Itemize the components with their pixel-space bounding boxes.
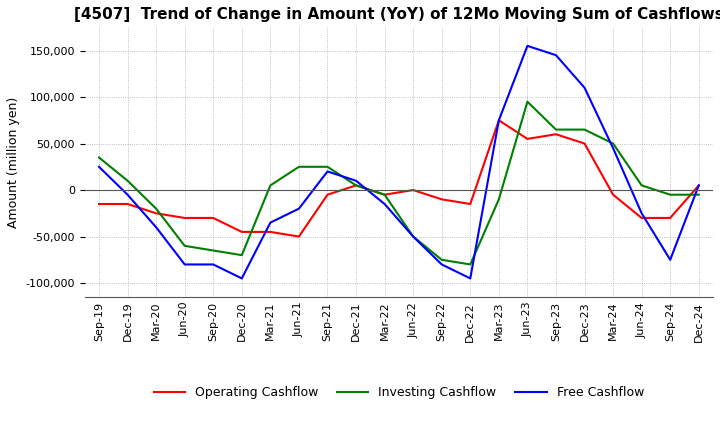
Operating Cashflow [294,234,303,239]
Free Cashflow [666,257,675,262]
Operating Cashflow [95,202,104,207]
Operating Cashflow [238,229,246,235]
Title: [4507]  Trend of Change in Amount (YoY) of 12Mo Moving Sum of Cashflows: [4507] Trend of Change in Amount (YoY) o… [74,7,720,22]
Investing Cashflow [609,141,618,146]
Investing Cashflow [666,192,675,197]
Investing Cashflow [637,183,646,188]
Operating Cashflow [666,215,675,220]
Operating Cashflow [637,215,646,220]
Operating Cashflow [495,117,503,123]
Operating Cashflow [266,229,275,235]
Free Cashflow [552,52,560,58]
Investing Cashflow [266,183,275,188]
Investing Cashflow [323,164,332,169]
Free Cashflow [294,206,303,211]
Investing Cashflow [495,197,503,202]
Operating Cashflow [123,202,132,207]
Free Cashflow [266,220,275,225]
Operating Cashflow [466,202,474,207]
Investing Cashflow [181,243,189,249]
Free Cashflow [123,192,132,197]
Investing Cashflow [123,178,132,183]
Free Cashflow [409,234,418,239]
Free Cashflow [181,262,189,267]
Investing Cashflow [552,127,560,132]
Free Cashflow [238,276,246,281]
Free Cashflow [466,276,474,281]
Operating Cashflow [209,215,217,220]
Free Cashflow [695,183,703,188]
Free Cashflow [352,178,361,183]
Free Cashflow [495,117,503,123]
Investing Cashflow [695,192,703,197]
Free Cashflow [523,43,532,48]
Investing Cashflow [294,164,303,169]
Operating Cashflow [152,211,161,216]
Investing Cashflow [466,262,474,267]
Free Cashflow [209,262,217,267]
Investing Cashflow [95,155,104,160]
Free Cashflow [380,202,389,207]
Operating Cashflow [352,183,361,188]
Operating Cashflow [552,132,560,137]
Free Cashflow [323,169,332,174]
Free Cashflow [152,224,161,230]
Free Cashflow [580,85,589,90]
Operating Cashflow [695,183,703,188]
Investing Cashflow [438,257,446,262]
Line: Investing Cashflow: Investing Cashflow [99,102,699,264]
Legend: Operating Cashflow, Investing Cashflow, Free Cashflow: Operating Cashflow, Investing Cashflow, … [149,381,649,404]
Free Cashflow [637,211,646,216]
Investing Cashflow [409,234,418,239]
Operating Cashflow [409,187,418,193]
Free Cashflow [609,146,618,151]
Operating Cashflow [609,192,618,197]
Operating Cashflow [580,141,589,146]
Operating Cashflow [181,215,189,220]
Line: Operating Cashflow: Operating Cashflow [99,120,699,237]
Operating Cashflow [380,192,389,197]
Investing Cashflow [523,99,532,104]
Y-axis label: Amount (million yen): Amount (million yen) [7,96,20,228]
Line: Free Cashflow: Free Cashflow [99,46,699,279]
Investing Cashflow [209,248,217,253]
Operating Cashflow [323,192,332,197]
Investing Cashflow [380,192,389,197]
Investing Cashflow [152,206,161,211]
Operating Cashflow [438,197,446,202]
Investing Cashflow [352,183,361,188]
Free Cashflow [438,262,446,267]
Free Cashflow [95,164,104,169]
Investing Cashflow [238,253,246,258]
Investing Cashflow [580,127,589,132]
Operating Cashflow [523,136,532,142]
